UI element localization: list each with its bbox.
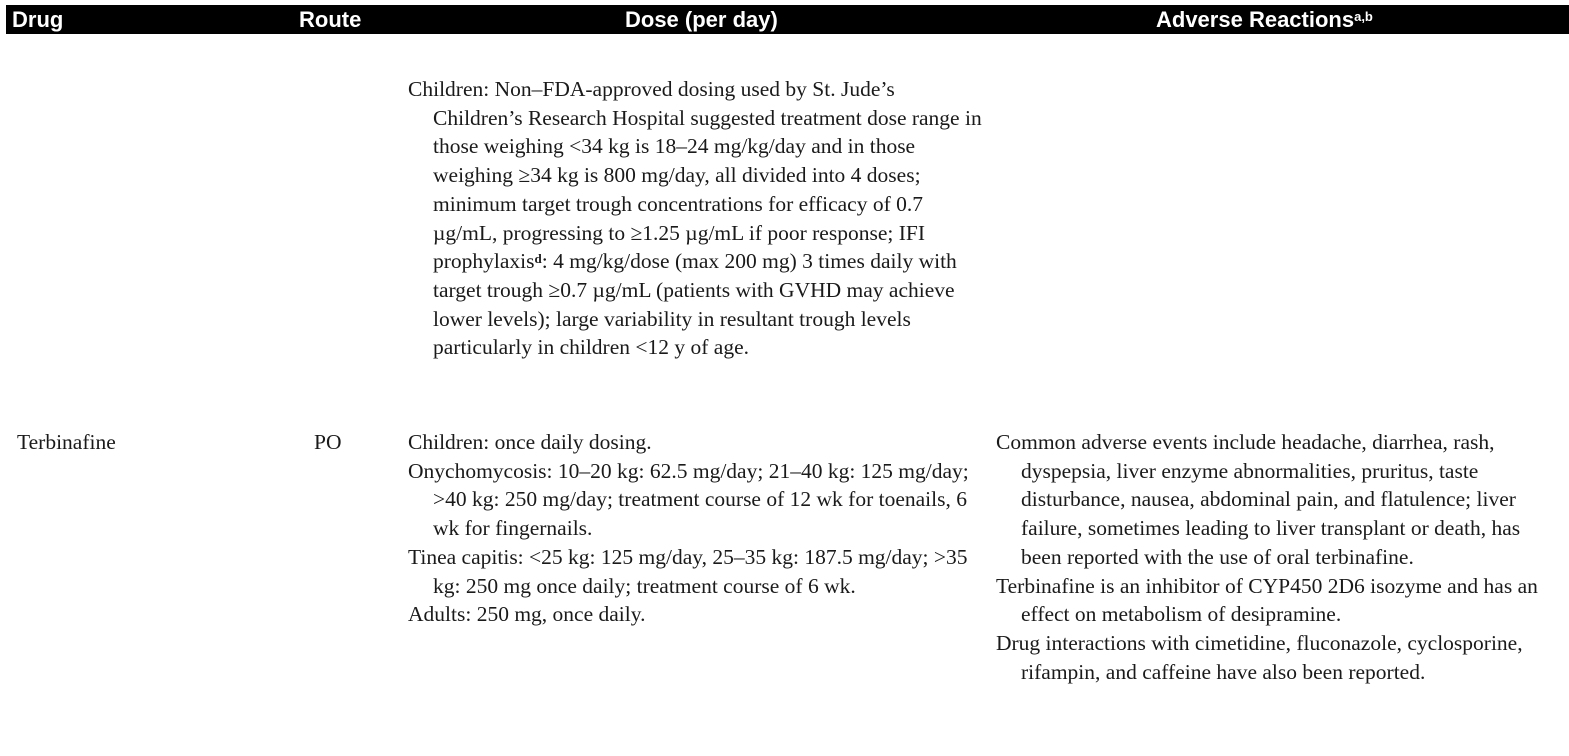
adverse-paragraph: Drug interactions with cimetidine, fluco… — [996, 630, 1523, 684]
dose-paragraph: Children: once daily dosing. — [408, 430, 652, 454]
dose-paragraph: Tinea capitis: <25 kg: 125 mg/day, 25–35… — [408, 544, 968, 598]
header-dose: Dose (per day) — [625, 7, 778, 32]
row-1-dose: Children: Non–FDA-approved dosing used b… — [408, 75, 986, 362]
dose-paragraph: Onychomycosis: 10–20 kg: 62.5 mg/day; 21… — [408, 458, 969, 541]
footnote-d: d — [534, 251, 542, 267]
row-2-adverse: Common adverse events include headache, … — [996, 428, 1562, 686]
header-route: Route — [299, 7, 362, 32]
header-adverse-reactions: Adverse Reactionsa,b — [1156, 5, 1373, 34]
dose-paragraph: Adults: 250 mg, once daily. — [408, 602, 646, 627]
header-adverse-label: Adverse Reactions — [1156, 7, 1355, 32]
dose-paragraph: Children: Non–FDA-approved dosing used b… — [408, 75, 986, 362]
adverse-paragraph: Terbinafine is an inhibitor of CYP450 2D… — [996, 573, 1538, 627]
header-drug: Drug — [12, 7, 64, 32]
row-2-drug: Terbinafine — [17, 430, 116, 454]
adverse-paragraph: Common adverse events include headache, … — [996, 430, 1521, 569]
row-2-route: PO — [314, 430, 342, 454]
table-header: Drug Route Dose (per day) Adverse Reacti… — [6, 5, 1569, 34]
header-adverse-footnote: a,b — [1354, 9, 1373, 24]
row-2-dose: Children: once daily dosing. Onychomycos… — [408, 428, 986, 629]
dose-text-cont: : 4 mg/kg/dose (max 200 mg) 3 times dail… — [433, 249, 957, 360]
dose-text: Children: Non–FDA-approved dosing used b… — [408, 77, 982, 274]
